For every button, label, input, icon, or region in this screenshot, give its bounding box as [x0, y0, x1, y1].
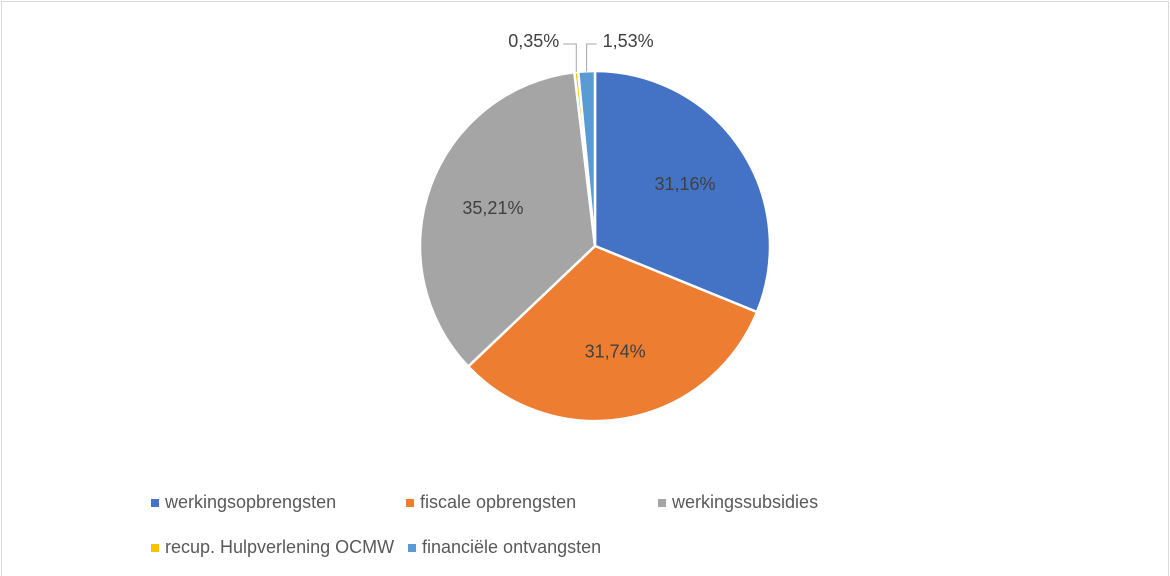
legend-swatch: [151, 499, 159, 507]
leader-line: [563, 43, 577, 73]
data-label: 31,16%: [655, 174, 716, 194]
legend-label: werkingssubsidies: [671, 492, 818, 512]
data-label: 1,53%: [603, 31, 654, 51]
legend-label: fiscale opbrengsten: [420, 492, 576, 512]
legend-swatch: [151, 544, 159, 552]
pie-slice: [576, 69, 597, 247]
pie-slice: [418, 70, 597, 369]
legend-swatch: [406, 499, 414, 507]
legend-swatch: [658, 499, 666, 507]
data-label: 0,35%: [508, 31, 559, 51]
legend-label: financiële ontvangsten: [422, 537, 601, 557]
leader-line: [586, 43, 597, 72]
pie-slice: [593, 69, 772, 314]
pie-slice: [466, 244, 759, 423]
legend-label: werkingsopbrengsten: [164, 492, 336, 512]
data-label: 31,74%: [585, 341, 646, 361]
data-label: 35,21%: [462, 198, 523, 218]
legend-swatch: [408, 544, 416, 552]
legend-label: recup. Hulpverlening OCMW: [165, 537, 394, 557]
